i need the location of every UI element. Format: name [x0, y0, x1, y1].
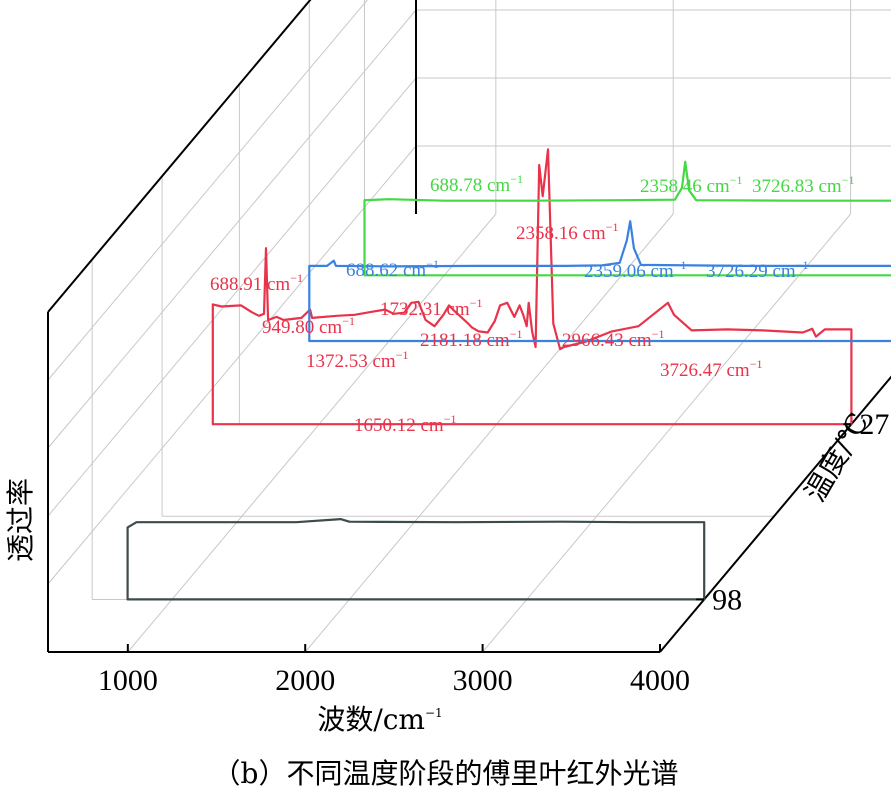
wall-top-edge — [47, 0, 312, 313]
series-line — [308, 220, 891, 343]
z-tick-label: 277 — [859, 408, 891, 441]
peak-annotation: 949.80 cm−1 — [262, 314, 355, 338]
chart-axes — [47, 0, 891, 653]
figure-caption: （b）不同温度阶段的傅里叶红外光谱 — [212, 757, 679, 790]
peak-annotation: 1650.12 cm−1 — [354, 412, 457, 436]
peak-annotation: 1732.31 cm−1 — [380, 296, 483, 320]
wall-grid-line — [47, 0, 368, 381]
peak-annotation: 2181.18 cm−1 — [420, 327, 523, 351]
x-tick-label: 1000 — [98, 664, 158, 697]
peak-annotation: 3726.47 cm−1 — [660, 357, 763, 381]
x-axis-label: 波数/cm−1 — [317, 703, 442, 736]
wall-grid-line — [47, 145, 417, 585]
peak-annotation: 2359.06 cm−1 — [584, 258, 687, 282]
x-tick-label: 2000 — [275, 664, 335, 697]
peak-annotation: 3726.29 cm−1 — [706, 258, 809, 282]
z-tick-label: 98 — [712, 583, 742, 616]
peak-annotation: 688.62 cm−1 — [346, 257, 439, 281]
z-axis-label: 温度/℃ — [798, 407, 875, 507]
peak-annotation: 3726.83 cm−1 — [752, 173, 855, 197]
floor-grid-line — [127, 213, 497, 653]
chart-annotations: 688.91 cm−1 949.80 cm−1 1372.53 cm−1 1650.1… — [210, 172, 855, 436]
chart-ticks: 100020003000400098277437664 — [98, 408, 891, 697]
peak-annotation: 2966.43 cm−1 — [562, 327, 665, 351]
series-line — [126, 518, 706, 601]
series-line — [211, 148, 853, 426]
series-line — [363, 160, 891, 277]
series-664 — [363, 160, 891, 277]
peak-annotation: 688.78 cm−1 — [430, 172, 523, 196]
z-axis-line — [659, 375, 891, 653]
y-axis-label: 透过率 — [4, 478, 37, 562]
series-437 — [308, 220, 891, 343]
peak-annotation: 2358.46 cm−1 — [640, 173, 743, 197]
floor-grid-line — [482, 213, 851, 653]
series-98 — [126, 518, 706, 601]
x-tick-label: 4000 — [630, 664, 690, 697]
wall-grid-line — [47, 77, 417, 517]
wall-grid-line — [47, 9, 417, 449]
x-tick-label: 3000 — [453, 664, 513, 697]
peak-annotation: 688.91 cm−1 — [210, 271, 303, 295]
floor-grid-line — [304, 213, 674, 653]
series-277 — [211, 148, 853, 426]
peak-annotation: 1372.53 cm−1 — [306, 348, 409, 372]
peak-annotation: 2358.16 cm−1 — [516, 220, 619, 244]
chart-series — [126, 148, 891, 601]
